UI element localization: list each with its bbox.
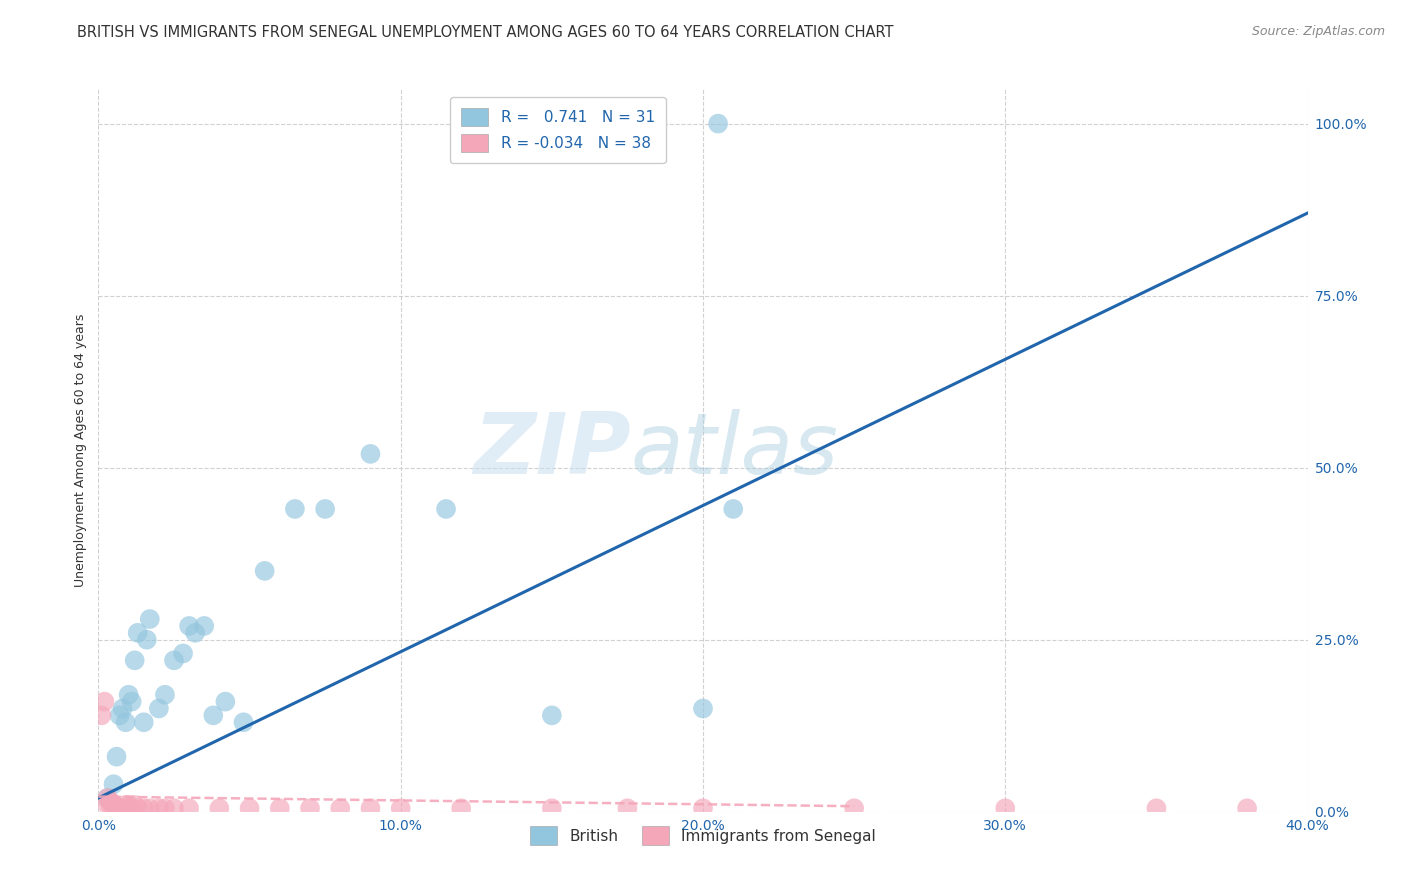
Point	[103, 777, 125, 791]
Point	[118, 801, 141, 815]
Point	[540, 708, 562, 723]
Point	[148, 701, 170, 715]
Point	[127, 801, 149, 815]
Point	[118, 797, 141, 812]
Point	[723, 502, 745, 516]
Point	[132, 715, 155, 730]
Text: BRITISH VS IMMIGRANTS FROM SENEGAL UNEMPLOYMENT AMONG AGES 60 TO 64 YEARS CORREL: BRITISH VS IMMIGRANTS FROM SENEGAL UNEMP…	[77, 25, 894, 40]
Point	[153, 688, 176, 702]
Point	[111, 701, 134, 715]
Point	[172, 647, 194, 661]
Point	[148, 801, 170, 815]
Point	[329, 801, 352, 815]
Point	[1236, 801, 1258, 815]
Point	[239, 801, 262, 815]
Point	[96, 791, 118, 805]
Point	[132, 801, 155, 815]
Point	[105, 801, 128, 815]
Point	[100, 797, 122, 812]
Y-axis label: Unemployment Among Ages 60 to 64 years: Unemployment Among Ages 60 to 64 years	[75, 314, 87, 587]
Point	[253, 564, 276, 578]
Point	[540, 801, 562, 815]
Point	[616, 801, 638, 815]
Point	[93, 695, 115, 709]
Point	[389, 801, 412, 815]
Point	[450, 801, 472, 815]
Text: ZIP: ZIP	[472, 409, 630, 492]
Point	[360, 447, 382, 461]
Point	[139, 612, 162, 626]
Text: atlas: atlas	[630, 409, 838, 492]
Point	[153, 801, 176, 815]
Point	[193, 619, 215, 633]
Point	[127, 625, 149, 640]
Point	[96, 797, 118, 812]
Point	[96, 791, 118, 805]
Point	[232, 715, 254, 730]
Point	[1144, 801, 1167, 815]
Point	[111, 801, 134, 815]
Point	[434, 502, 457, 516]
Point	[184, 625, 207, 640]
Point	[139, 801, 162, 815]
Point	[124, 797, 146, 812]
Point	[284, 502, 307, 516]
Point	[90, 708, 112, 723]
Point	[121, 695, 143, 709]
Point	[844, 801, 866, 815]
Point	[269, 801, 291, 815]
Point	[108, 708, 131, 723]
Point	[202, 708, 225, 723]
Point	[994, 801, 1017, 815]
Text: Source: ZipAtlas.com: Source: ZipAtlas.com	[1251, 25, 1385, 38]
Point	[108, 801, 131, 815]
Point	[208, 801, 231, 815]
Point	[103, 797, 125, 812]
Point	[105, 749, 128, 764]
Point	[114, 715, 136, 730]
Point	[314, 502, 336, 516]
Point	[179, 801, 201, 815]
Point	[692, 701, 714, 715]
Point	[163, 801, 186, 815]
Point	[100, 794, 122, 808]
Point	[179, 619, 201, 633]
Point	[707, 117, 730, 131]
Point	[360, 801, 382, 815]
Point	[135, 632, 157, 647]
Point	[163, 653, 186, 667]
Point	[124, 653, 146, 667]
Legend: British, Immigrants from Senegal: British, Immigrants from Senegal	[524, 820, 882, 851]
Point	[121, 801, 143, 815]
Point	[299, 801, 322, 815]
Point	[118, 688, 141, 702]
Point	[114, 797, 136, 812]
Point	[214, 695, 236, 709]
Point	[692, 801, 714, 815]
Point	[103, 797, 125, 812]
